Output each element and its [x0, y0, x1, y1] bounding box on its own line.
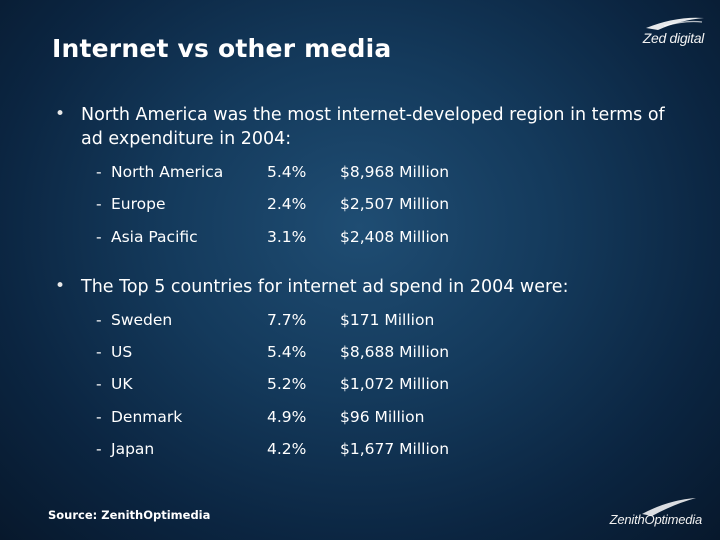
source-note: Source: ZenithOptimedia — [48, 508, 211, 522]
row-amount: $1,072 Million — [340, 375, 450, 393]
row-country: UK — [111, 375, 133, 393]
row-dash: - — [96, 375, 102, 393]
row-amount: $8,688 Million — [340, 343, 450, 361]
row-dash: - — [96, 163, 102, 181]
row-share: 3.1% — [267, 228, 307, 246]
row-share: 5.4% — [267, 343, 307, 361]
zed-digital-logo-text: Zed digital — [642, 30, 705, 46]
row-country: Denmark — [111, 408, 183, 426]
row-amount: $8,968 Million — [340, 163, 450, 181]
table-row: - Asia Pacific 3.1% $2,408 Million — [0, 228, 720, 252]
table-row: - Sweden 7.7% $171 Million — [0, 311, 720, 335]
table-row: - Denmark 4.9% $96 Million — [0, 408, 720, 432]
table-row: - North America 5.4% $8,968 Million — [0, 163, 720, 187]
row-region: North America — [111, 163, 224, 181]
table-row: - Japan 4.2% $1,677 Million — [0, 440, 720, 464]
bullet-text: North America was the most internet-deve… — [81, 105, 665, 149]
row-amount: $2,507 Million — [340, 195, 450, 213]
row-region: Europe — [111, 195, 166, 213]
table-row: - Europe 2.4% $2,507 Million — [0, 195, 720, 219]
row-dash: - — [96, 195, 102, 213]
slide-title: Internet vs other media — [52, 34, 392, 63]
row-dash: - — [96, 343, 102, 361]
row-amount: $96 Million — [340, 408, 425, 426]
zed-digital-logo-icon — [646, 17, 704, 30]
row-country: US — [111, 343, 133, 361]
table-row: - UK 5.2% $1,072 Million — [0, 375, 720, 399]
row-dash: - — [96, 311, 102, 329]
row-amount: $2,408 Million — [340, 228, 450, 246]
row-share: 5.2% — [267, 375, 307, 393]
row-share: 7.7% — [267, 311, 307, 329]
table-row: - US 5.4% $8,688 Million — [0, 343, 720, 367]
zenithoptimedia-logo-icon — [642, 498, 696, 516]
row-share: 4.2% — [267, 440, 307, 458]
row-dash: - — [96, 408, 102, 426]
row-country: Japan — [111, 440, 155, 458]
bullet-marker: • — [55, 104, 66, 124]
row-dash: - — [96, 228, 102, 246]
row-dash: - — [96, 440, 102, 458]
bullet-text: The Top 5 countries for internet ad spen… — [81, 277, 569, 297]
row-share: 2.4% — [267, 195, 307, 213]
row-amount: $1,677 Million — [340, 440, 450, 458]
row-country: Sweden — [111, 311, 173, 329]
row-region: Asia Pacific — [111, 228, 198, 246]
row-amount: $171 Million — [340, 311, 435, 329]
row-share: 4.9% — [267, 408, 307, 426]
zenithoptimedia-logo-text: ZenithOptimedia — [609, 512, 703, 527]
bullet-marker: • — [55, 276, 66, 296]
row-share: 5.4% — [267, 163, 307, 181]
